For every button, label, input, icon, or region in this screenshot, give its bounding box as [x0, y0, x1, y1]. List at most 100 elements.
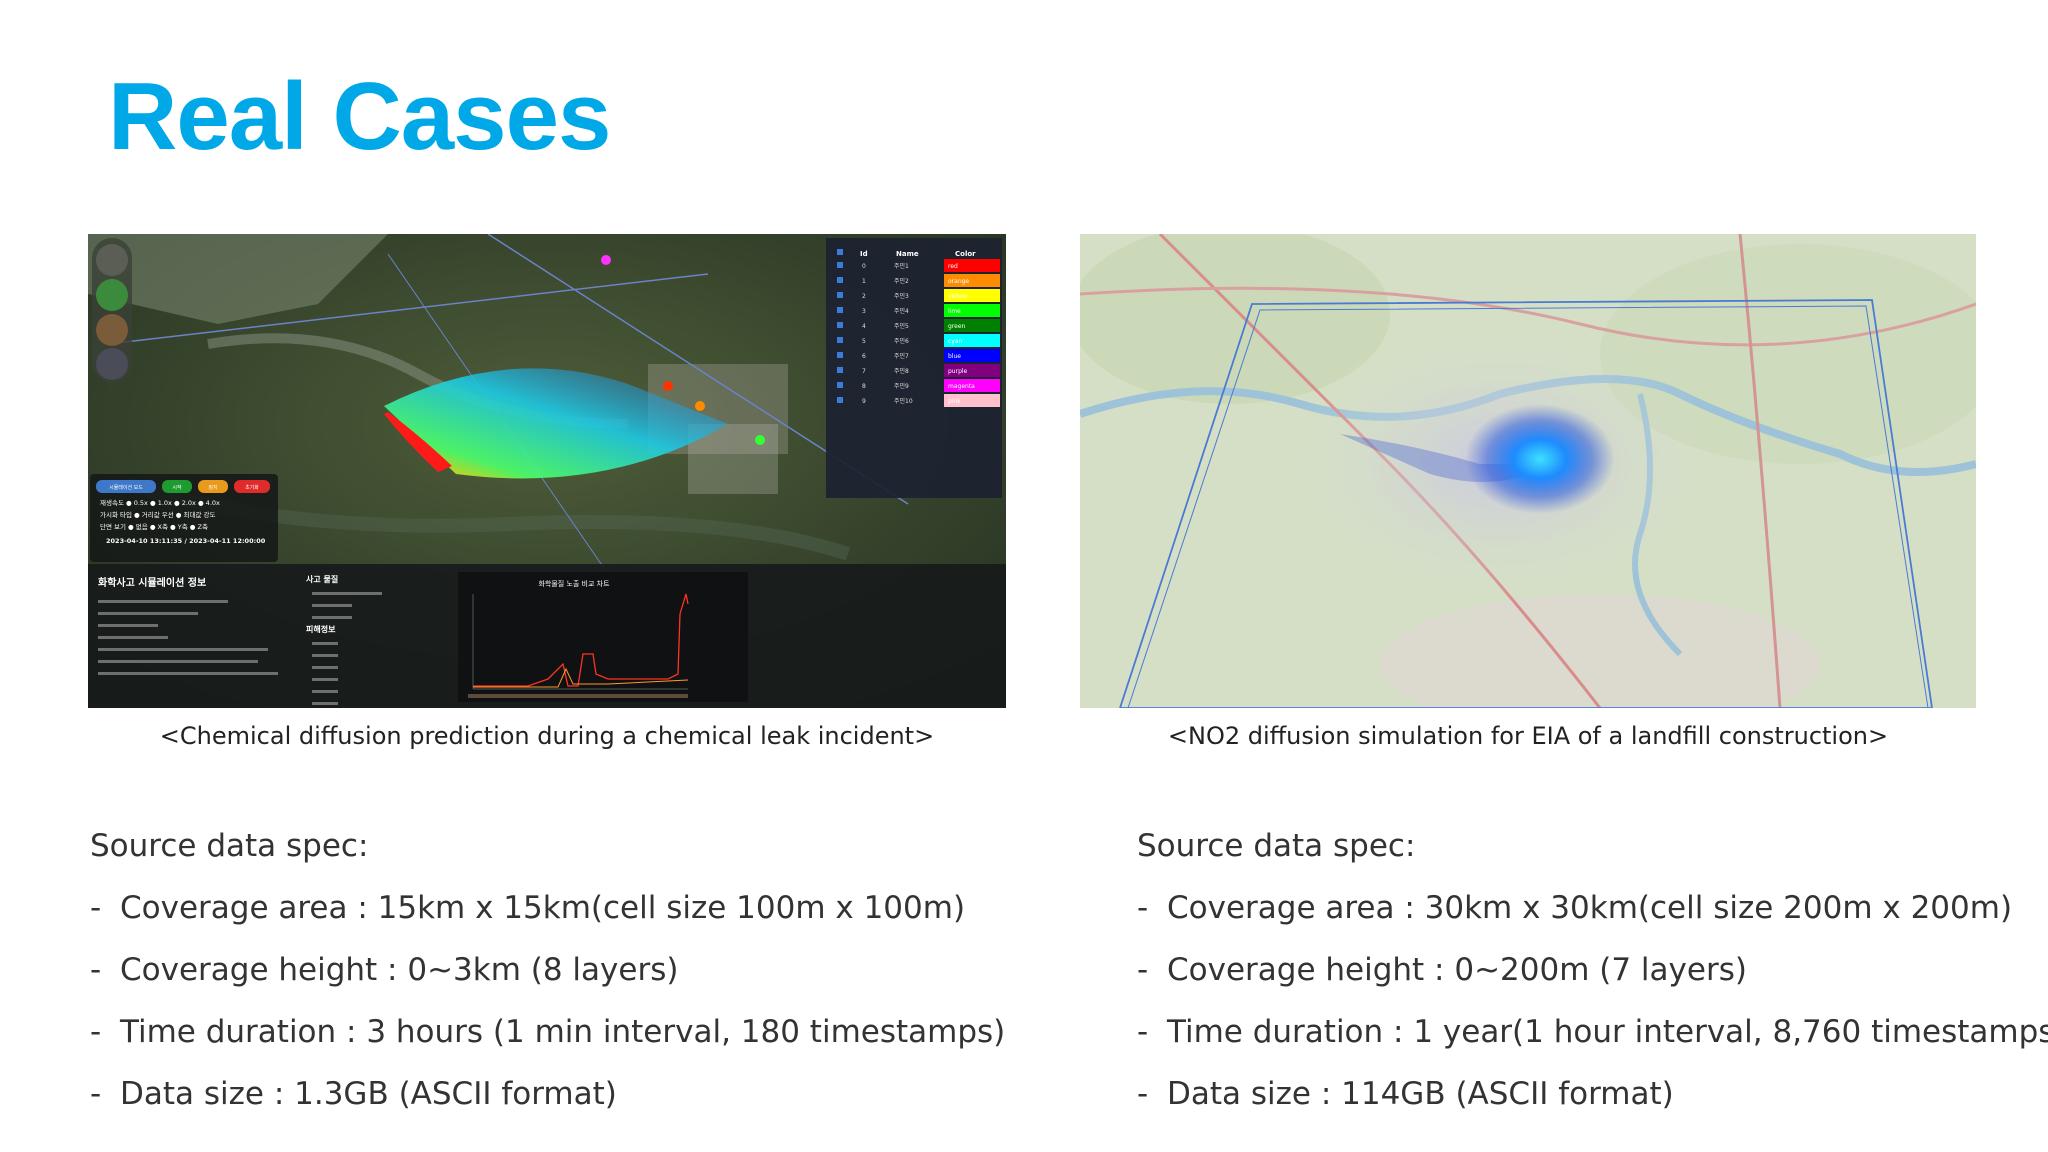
section-view-row[interactable]: 단면 보기 ● 없음 ● X축 ● Y축 ● Z축: [100, 522, 208, 531]
legend-color-label: orange: [948, 278, 969, 285]
legend-id: 9: [862, 398, 866, 405]
legend-id: 3: [862, 308, 866, 315]
legend-name: 주민7: [894, 352, 909, 360]
legend-color-label: magenta: [948, 383, 975, 390]
simulation-mode-label: 시뮬레이션 모드: [109, 484, 143, 491]
right-source-data-spec: Source data spec: - Coverage area : 30km …: [1137, 828, 2048, 1138]
start-label: 시작: [172, 484, 182, 491]
legend-name: 주민4: [894, 307, 909, 315]
legend-checkbox[interactable]: [837, 292, 843, 298]
tool-button-3[interactable]: [96, 314, 128, 346]
legend-name: 주민5: [894, 322, 909, 330]
legend-color-label: blue: [948, 353, 961, 360]
legend-header-id: Id: [860, 250, 868, 258]
legend-color-label: yellow: [948, 293, 967, 300]
legend-id: 2: [862, 293, 866, 300]
legend-color-swatch: [944, 304, 1000, 317]
spec-heading: Source data spec:: [90, 828, 369, 864]
legend-checkbox[interactable]: [837, 367, 843, 373]
material-title: 사고 물질: [306, 574, 338, 584]
slide-title: Real Cases: [108, 63, 611, 170]
chemical-leak-screenshot: Id Name Color 0 주민1 red 1 주민2 orange 2 주민3 yello…: [88, 234, 1006, 708]
spec-item: - Coverage height : 0~200m (7 layers): [1137, 952, 1747, 988]
legend-checkbox[interactable]: [837, 352, 843, 358]
legend-color-swatch: [944, 349, 1000, 362]
legend-name: 주민6: [894, 337, 909, 345]
legend-color-swatch: [944, 394, 1000, 407]
legend-id: 1: [862, 278, 866, 285]
legend-color-swatch: [944, 379, 1000, 392]
legend-name: 주민1: [894, 262, 909, 270]
legend-checkbox[interactable]: [837, 337, 843, 343]
legend-checkbox[interactable]: [837, 262, 843, 268]
spec-item: - Coverage area : 30km x 30km(cell size 2…: [1137, 890, 2013, 926]
legend-id: 0: [862, 263, 866, 270]
legend-name: 주민2: [894, 277, 909, 285]
legend-checkbox[interactable]: [837, 307, 843, 313]
exposure-chart-title: 화학물질 노출 비교 차트: [538, 579, 610, 588]
viz-type-row[interactable]: 가시화 타입 ● 거리값 우선 ● 최대값 강도: [100, 510, 216, 519]
legend-color-label: pink: [948, 398, 961, 405]
legend-color-label: lime: [948, 308, 961, 315]
legend-header-color: Color: [955, 250, 976, 258]
info-panel: 화학사고 시뮬레이션 정보 사고 물질 피해정보 화학물질 노출 비교 차트: [88, 564, 1006, 708]
info-panel-title: 화학사고 시뮬레이션 정보: [98, 576, 206, 589]
map-tool-buttons: [92, 238, 132, 383]
simulation-mode-button[interactable]: [96, 480, 156, 493]
legend-row[interactable]: 7 주민8 purple: [837, 364, 1000, 377]
legend-name: 주민3: [894, 292, 909, 300]
left-source-data-spec: Source data spec: - Coverage area : 15km …: [90, 828, 1005, 1138]
legend-name: 주민8: [894, 367, 909, 375]
stop-label: 정지: [208, 484, 217, 491]
legend-checkbox[interactable]: [837, 277, 843, 283]
legend-color-swatch: [944, 259, 1000, 272]
legend-color-swatch: [944, 289, 1000, 302]
legend-color-label: purple: [948, 368, 968, 375]
legend-color-label: red: [948, 263, 958, 270]
legend-checkbox[interactable]: [837, 397, 843, 403]
speed-row[interactable]: 재생속도 ● 0.5x ● 1.0x ● 2.0x ● 4.0x: [100, 498, 220, 507]
legend-row[interactable]: 6 주민7 blue: [837, 349, 1000, 362]
legend-id: 6: [862, 353, 866, 360]
tool-button-4[interactable]: [96, 348, 128, 380]
reset-button[interactable]: [234, 480, 270, 493]
no2-diffusion-screenshot: [1080, 234, 1976, 708]
damage-title: 피해정보: [306, 624, 336, 634]
legend-row[interactable]: 5 주민6 cyan: [837, 334, 1000, 347]
legend-name: 주민9: [894, 382, 909, 390]
legend-row[interactable]: 3 주민4 lime: [837, 304, 1000, 317]
start-button[interactable]: [162, 480, 192, 493]
legend-row[interactable]: 1 주민2 orange: [837, 274, 1000, 287]
legend-color-label: cyan: [948, 338, 963, 345]
legend-id: 4: [862, 323, 866, 330]
stop-button[interactable]: [198, 480, 228, 493]
legend-color-label: green: [948, 323, 966, 330]
legend-panel: Id Name Color 0 주민1 red 1 주민2 orange 2 주민3 yello…: [826, 238, 1002, 498]
spec-item: - Data size : 1.3GB (ASCII format): [90, 1076, 617, 1112]
legend-color-swatch: [944, 274, 1000, 287]
tool-button-1[interactable]: [96, 244, 128, 276]
legend-color-swatch: [944, 319, 1000, 332]
legend-checkbox[interactable]: [837, 322, 843, 328]
spec-heading: Source data spec:: [1137, 828, 1416, 864]
spec-item: - Time duration : 3 hours (1 min interval…: [90, 1014, 1006, 1050]
legend-row[interactable]: 2 주민3 yellow: [837, 289, 1000, 302]
legend-id: 7: [862, 368, 866, 375]
legend-row[interactable]: 4 주민5 green: [837, 319, 1000, 332]
time-range: 2023-04-10 13:11:35 / 2023-04-11 12:00:0…: [106, 537, 266, 545]
legend-row[interactable]: 8 주민9 magenta: [837, 379, 1000, 392]
legend-id: 8: [862, 383, 866, 390]
spec-item: - Coverage area : 15km x 15km(cell size 1…: [90, 890, 966, 926]
legend-header-name: Name: [896, 250, 919, 258]
left-screenshot-caption: <Chemical diffusion prediction during a …: [159, 722, 935, 750]
right-screenshot-caption: <NO2 diffusion simulation for EIA of a l…: [1167, 722, 1889, 750]
legend-id: 5: [862, 338, 866, 345]
legend-row[interactable]: 0 주민1 red: [837, 259, 1000, 272]
spec-item: - Coverage height : 0~3km (8 layers): [90, 952, 679, 988]
simulation-control-panel: 시뮬레이션 모드 시작 정지 초기화 재생속도 ● 0.5x ● 1.0x ● …: [90, 474, 278, 562]
legend-row[interactable]: 9 주민10 pink: [837, 394, 1000, 407]
tool-button-2[interactable]: [96, 279, 128, 311]
legend-color-swatch: [944, 364, 1000, 377]
legend-name: 주민10: [894, 397, 913, 405]
legend-checkbox[interactable]: [837, 382, 843, 388]
